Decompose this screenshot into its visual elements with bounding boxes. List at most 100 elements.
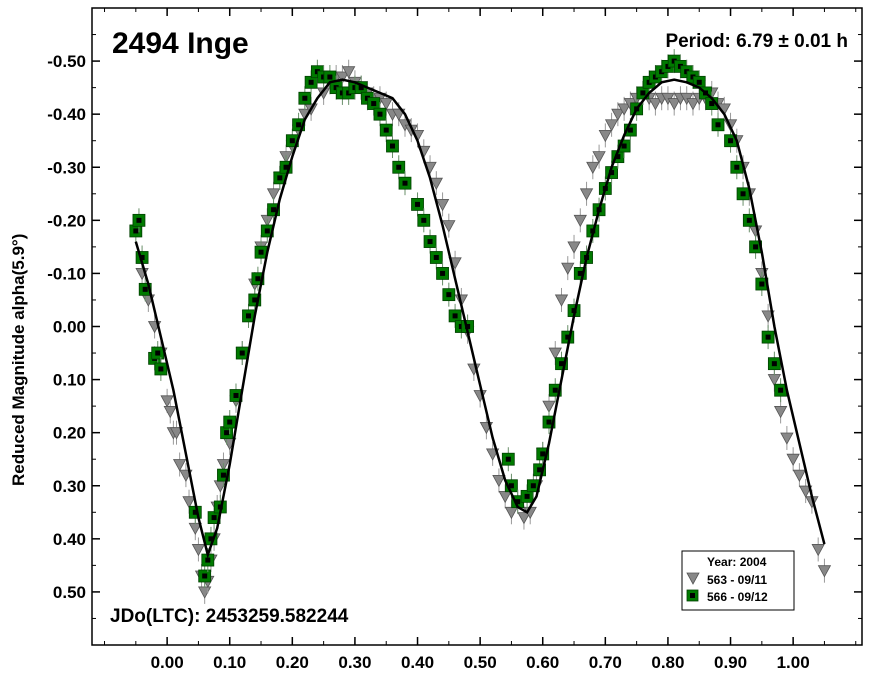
point-566-center	[765, 334, 771, 340]
point-566-center	[396, 164, 402, 170]
point-566-center	[255, 276, 261, 282]
point-563	[561, 262, 575, 275]
point-566-center	[552, 387, 558, 393]
y-tick-label: -0.10	[47, 264, 86, 283]
x-tick-label: 0.20	[276, 653, 309, 672]
point-566-center	[139, 254, 145, 260]
point-563	[548, 347, 562, 360]
y-axis: -0.50 -0.40 -0.30 -0.20 -0.10 0.00 0.10 0.20 0.3…	[47, 34, 862, 619]
point-563	[435, 199, 450, 212]
point-566-center	[271, 207, 277, 213]
point-566-center	[433, 254, 439, 260]
point-566-center	[709, 101, 715, 107]
x-tick-label: 0.70	[589, 653, 622, 672]
point-566-center	[142, 286, 148, 292]
point-566-center	[778, 387, 784, 393]
point-566-center	[205, 557, 211, 563]
x-tick-label: 0.90	[714, 653, 747, 672]
point-563	[592, 151, 606, 164]
point-563	[191, 544, 206, 557]
point-566-center	[515, 499, 521, 505]
point-566-center	[771, 361, 777, 367]
chart-title: 2494 Inge	[112, 27, 249, 60]
legend-entry-566: 566 - 09/12	[707, 590, 768, 604]
point-566-center	[133, 228, 139, 234]
point-566-center	[415, 201, 421, 207]
point-566-center	[383, 127, 389, 133]
point-566-center	[524, 493, 530, 499]
point-566-center	[615, 154, 621, 160]
point-566-center	[192, 509, 198, 515]
point-566-center	[358, 85, 364, 91]
point-563	[686, 98, 700, 111]
point-563	[517, 512, 531, 525]
point-563	[648, 98, 663, 111]
point-566-center	[246, 313, 252, 319]
point-566-center	[753, 244, 759, 250]
x-tick-label: 0.60	[526, 653, 559, 672]
point-563	[792, 469, 807, 482]
point-566-center	[136, 217, 142, 223]
y-tick-label: 0.10	[53, 371, 86, 390]
point-566-center	[740, 191, 746, 197]
legend: Year: 2004 563 - 09/11 566 - 09/12	[681, 550, 795, 611]
point-563	[554, 294, 569, 307]
y-tick-label: -0.50	[47, 52, 86, 71]
point-566-center	[155, 350, 161, 356]
point-566-center	[233, 393, 239, 399]
point-566-center	[546, 419, 552, 425]
point-566-center	[296, 122, 302, 128]
point-563	[773, 406, 788, 419]
point-566-center	[389, 143, 395, 149]
point-563	[172, 459, 187, 472]
legend-square-center	[690, 593, 695, 598]
point-563	[182, 496, 196, 509]
point-563	[667, 98, 681, 111]
y-tick-label: 0.40	[53, 530, 86, 549]
point-566-center	[258, 249, 264, 255]
x-tick-label: 0.00	[151, 653, 184, 672]
point-566-center	[452, 313, 458, 319]
point-563	[266, 188, 281, 201]
point-566-center	[577, 270, 583, 276]
point-566-center	[264, 228, 270, 234]
point-566-center	[227, 419, 233, 425]
y-tick-label: 0.20	[53, 424, 86, 443]
point-563	[492, 475, 506, 488]
point-563	[169, 427, 184, 440]
point-566-center	[640, 90, 646, 96]
x-tick-label: 0.50	[464, 653, 497, 672]
point-566-center	[728, 138, 734, 144]
point-566-center	[239, 350, 245, 356]
point-563	[611, 108, 625, 122]
plot-frame	[91, 7, 863, 646]
point-566-center	[446, 292, 452, 298]
legend-title: Year: 2004	[707, 555, 767, 569]
point-566-center	[308, 79, 314, 85]
point-566-center	[283, 164, 289, 170]
y-tick-label: 0.50	[53, 583, 86, 602]
point-566-center	[696, 79, 702, 85]
point-566-center	[715, 122, 721, 128]
point-566-center	[402, 180, 408, 186]
point-566-center	[621, 143, 627, 149]
point-566-center	[440, 270, 446, 276]
point-563	[379, 98, 393, 111]
point-563	[798, 485, 813, 498]
point-566-center	[211, 515, 217, 521]
x-tick-label: 0.40	[401, 653, 434, 672]
point-563	[579, 188, 594, 201]
point-566-center	[508, 483, 514, 489]
point-563	[567, 241, 581, 254]
point-563	[817, 565, 832, 578]
legend-triangle-icon	[686, 572, 700, 585]
point-566-center	[537, 467, 543, 473]
jdo-label: JDo(LTC): 2453259.582244	[110, 606, 349, 627]
legend-entry-563: 563 - 09/11	[707, 573, 767, 587]
point-563	[586, 161, 600, 175]
point-563	[617, 103, 631, 116]
point-563	[429, 177, 443, 191]
point-563	[780, 432, 794, 445]
point-566-center	[505, 456, 511, 462]
